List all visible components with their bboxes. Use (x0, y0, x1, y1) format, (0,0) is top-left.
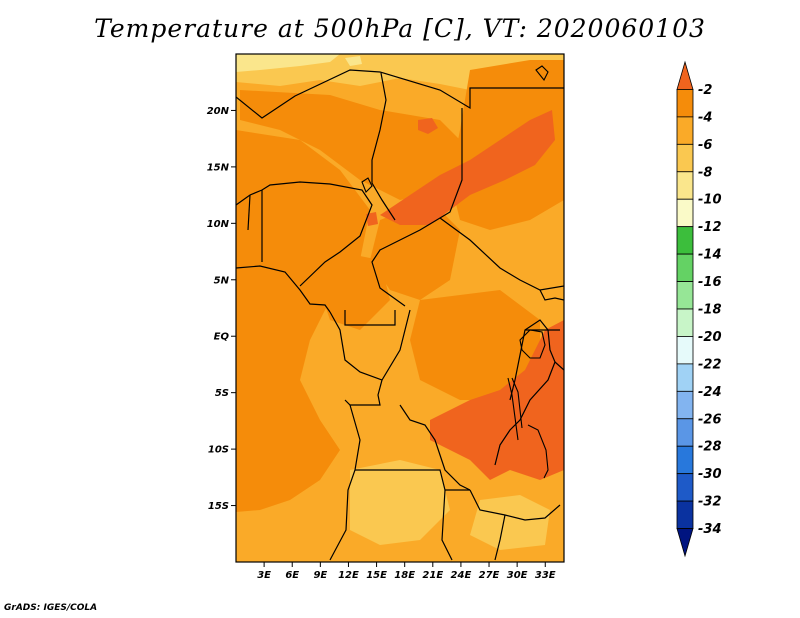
x-tick-label: 18E (394, 570, 415, 581)
colorbar-bin (676, 171, 694, 200)
map-frame (235, 53, 565, 563)
colorbar-label: -16 (698, 275, 722, 290)
colorbar-label: -18 (698, 303, 722, 318)
x-tick-label: 24E (451, 570, 472, 581)
colorbar-label: -2 (698, 83, 712, 98)
colorbar-bin (676, 89, 694, 118)
x-tick-label: 12E (338, 570, 359, 581)
y-tick-label: 5S (215, 388, 229, 399)
colorbar-label: -12 (698, 220, 722, 235)
x-axis: 3E 6E 9E 12E 15E 18E 21E 24E 27E 30E 33E (257, 562, 556, 581)
country-borders (236, 69, 564, 561)
y-tick-label: 10S (208, 445, 229, 456)
map-title: Temperature at 500hPa [C], VT: 202006010… (94, 14, 706, 43)
colorbar-bin (676, 198, 694, 228)
colorbar-bin (676, 445, 694, 475)
colorbar: -2 -4 -6 -8 -10 -12 -14 -16 -18 -20 -22 -24 -26 -28 -3… (676, 60, 722, 558)
colorbar-bin (676, 60, 694, 90)
colorbar-label: -20 (698, 330, 722, 345)
colorbar-label: -24 (698, 385, 722, 400)
x-tick-label: 21E (422, 570, 443, 581)
colorbar-label: -34 (698, 522, 722, 537)
y-tick-label: EQ (214, 332, 230, 343)
x-tick-label: 9E (313, 570, 327, 581)
colorbar-label: -28 (698, 440, 722, 455)
colorbar-bin (676, 418, 694, 447)
colorbar-bin (676, 500, 694, 529)
colorbar-label: -26 (698, 412, 722, 427)
y-tick-label: 10N (207, 219, 230, 230)
x-tick-label: 6E (285, 570, 299, 581)
colorbar-bin (676, 308, 694, 337)
colorbar-bin (676, 281, 694, 310)
colorbar-bin (676, 528, 694, 558)
y-tick-label: 15N (207, 162, 230, 173)
colorbar-label: -32 (698, 495, 722, 510)
x-tick-label: 27E (479, 570, 500, 581)
x-tick-label: 33E (535, 570, 556, 581)
colorbar-bin (676, 116, 694, 145)
y-tick-label: 15S (208, 501, 229, 512)
x-tick-label: 3E (257, 570, 271, 581)
colorbar-bin (676, 226, 694, 255)
colorbar-bin (676, 336, 694, 365)
lakes (361, 65, 549, 479)
colorbar-label: -8 (698, 165, 712, 180)
y-axis: 20N 15N 10N 5N EQ 5S 10S 15S (207, 106, 236, 512)
temperature-field (236, 54, 564, 562)
colorbar-bin (676, 143, 694, 173)
y-tick-label: 5N (214, 275, 230, 286)
colorbar-bin (676, 363, 694, 392)
colorbar-bin (676, 390, 694, 420)
colorbar-label: -4 (698, 110, 712, 125)
colorbar-label: -30 (698, 467, 722, 482)
colorbar-bin (676, 253, 694, 282)
colorbar-bin (676, 473, 694, 502)
x-tick-label: 15E (366, 570, 387, 581)
credit-text: GrADS: IGES/COLA (4, 603, 98, 613)
colorbar-label: -14 (698, 248, 722, 263)
colorbar-label: -22 (698, 357, 722, 372)
colorbar-label: -10 (698, 193, 722, 208)
y-tick-label: 20N (207, 106, 230, 117)
x-tick-label: 30E (507, 570, 528, 581)
colorbar-label: -6 (698, 138, 712, 153)
